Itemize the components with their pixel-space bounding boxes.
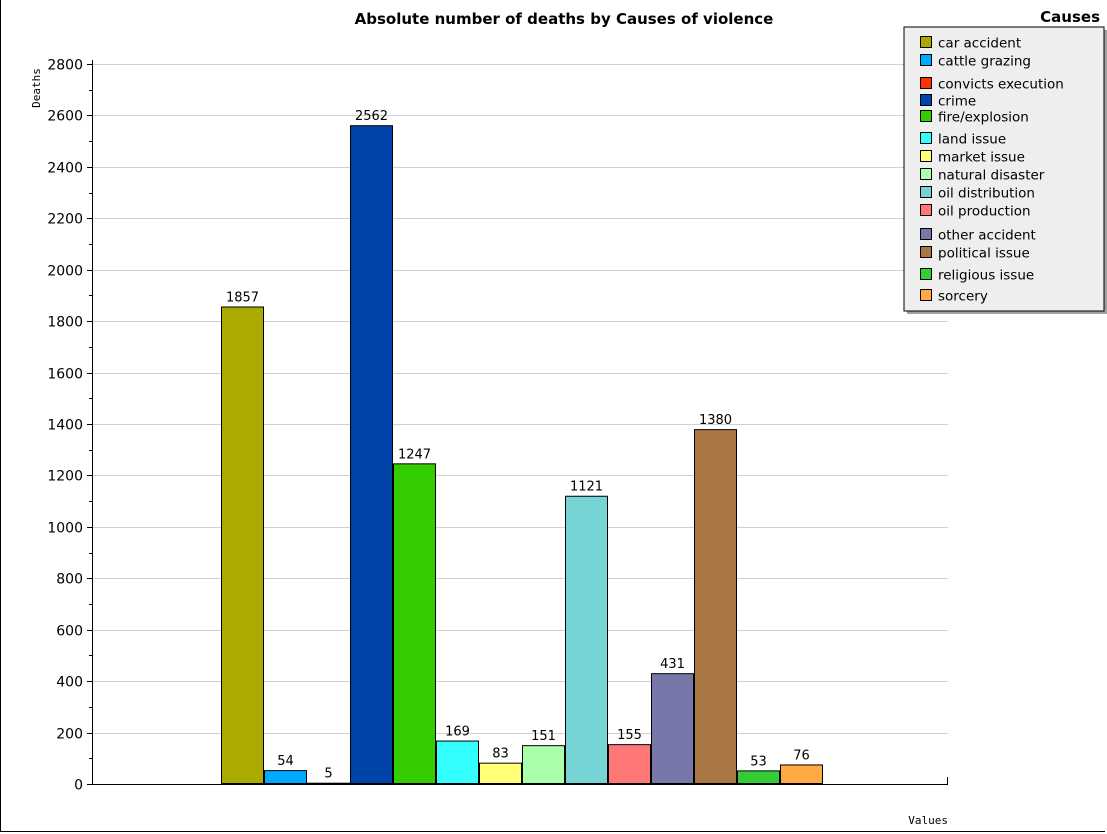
legend-label: oil distribution <box>938 186 1035 202</box>
legend-label: religious issue <box>938 268 1034 284</box>
data-label: 169 <box>445 725 470 740</box>
legend-label: fire/explosion <box>938 110 1029 126</box>
y-axis-label: Deaths <box>30 68 43 108</box>
bars <box>221 125 823 785</box>
chart-title: Absolute number of deaths by Causes of v… <box>355 10 774 28</box>
legend-swatch <box>920 77 932 89</box>
legend-label: convicts execution <box>938 77 1064 93</box>
legend-label: crime <box>938 94 976 110</box>
data-labels: 1857 54 5 2562 1247 169 83 151 1121 155 431 1380 53 7… <box>226 109 810 782</box>
legend-swatch <box>920 110 932 122</box>
y-tick-label: 2200 <box>47 212 83 228</box>
y-tick-label: 1000 <box>47 521 83 537</box>
legend-swatch <box>920 204 932 216</box>
legend-swatch <box>920 246 932 258</box>
data-label: 1380 <box>699 413 732 428</box>
y-tick-label: 0 <box>74 778 83 794</box>
data-label: 5 <box>324 767 332 782</box>
y-tick-label: 600 <box>56 624 83 640</box>
legend-swatch <box>920 54 932 66</box>
data-label: 83 <box>492 747 509 762</box>
x-axis-label: Values <box>908 814 948 827</box>
bar-fire-explosion <box>393 463 436 784</box>
y-tick-label: 1800 <box>47 315 83 331</box>
legend-title: Causes <box>1040 8 1100 26</box>
legend-label: cattle grazing <box>938 54 1031 70</box>
legend: Causes car accident cattle grazing convict… <box>903 8 1107 314</box>
legend-label: other accident <box>938 228 1036 244</box>
data-label: 431 <box>660 657 685 672</box>
y-tick-label: 2800 <box>47 58 83 74</box>
data-label: 1121 <box>570 480 603 495</box>
data-label: 54 <box>277 754 294 769</box>
bar-political-issue <box>694 429 737 784</box>
legend-swatch <box>920 168 932 180</box>
bar-oil-production <box>608 744 651 785</box>
y-tick-label: 1200 <box>47 469 83 485</box>
axes: 0 200 400 600 800 1000 1200 1400 1600 1800 2000 220… <box>47 58 948 794</box>
data-label: 76 <box>793 748 810 763</box>
legend-label: political issue <box>938 246 1030 262</box>
legend-swatch <box>920 132 932 144</box>
legend-label: land issue <box>938 132 1006 148</box>
y-tick-label: 2400 <box>47 161 83 177</box>
y-tick-label: 2000 <box>47 264 83 280</box>
legend-swatch <box>920 186 932 198</box>
legend-box <box>903 26 1105 312</box>
y-tick-label: 800 <box>56 572 83 588</box>
legend-swatch <box>920 94 932 106</box>
data-label: 1857 <box>226 290 259 305</box>
bar-other-accident <box>651 673 694 785</box>
y-tick-label: 2600 <box>47 109 83 125</box>
legend-label: natural disaster <box>938 168 1045 184</box>
legend-swatch <box>920 150 932 162</box>
legend-swatch <box>920 289 932 301</box>
y-tick-label: 1400 <box>47 418 83 434</box>
data-label: 155 <box>617 728 642 743</box>
legend-swatch <box>920 36 932 48</box>
bar-oil-distribution <box>565 495 608 784</box>
y-tick-label: 400 <box>56 675 83 691</box>
legend-label: sorcery <box>938 289 988 305</box>
gridlines <box>92 64 948 734</box>
data-label: 2562 <box>355 109 388 124</box>
bar-sorcery <box>780 764 823 785</box>
y-tick-label: 200 <box>56 727 83 743</box>
bar-religious-issue <box>737 770 780 784</box>
bar-cattle-grazing <box>264 770 307 784</box>
data-label: 151 <box>531 729 556 744</box>
legend-swatch <box>920 268 932 280</box>
bar-crime <box>350 125 393 784</box>
data-label: 53 <box>750 754 767 769</box>
legend-items: car accident cattle grazing convicts execu… <box>920 36 1064 305</box>
bar-market-issue <box>479 762 522 785</box>
data-label: 1247 <box>398 447 431 462</box>
bar-car-accident <box>221 306 264 784</box>
legend-label: car accident <box>938 36 1021 52</box>
y-tick-label: 1600 <box>47 367 83 383</box>
bar-natural-disaster <box>522 745 565 785</box>
legend-label: oil production <box>938 204 1031 220</box>
legend-label: market issue <box>938 150 1025 166</box>
legend-swatch <box>920 228 932 240</box>
bar-land-issue <box>436 740 479 784</box>
